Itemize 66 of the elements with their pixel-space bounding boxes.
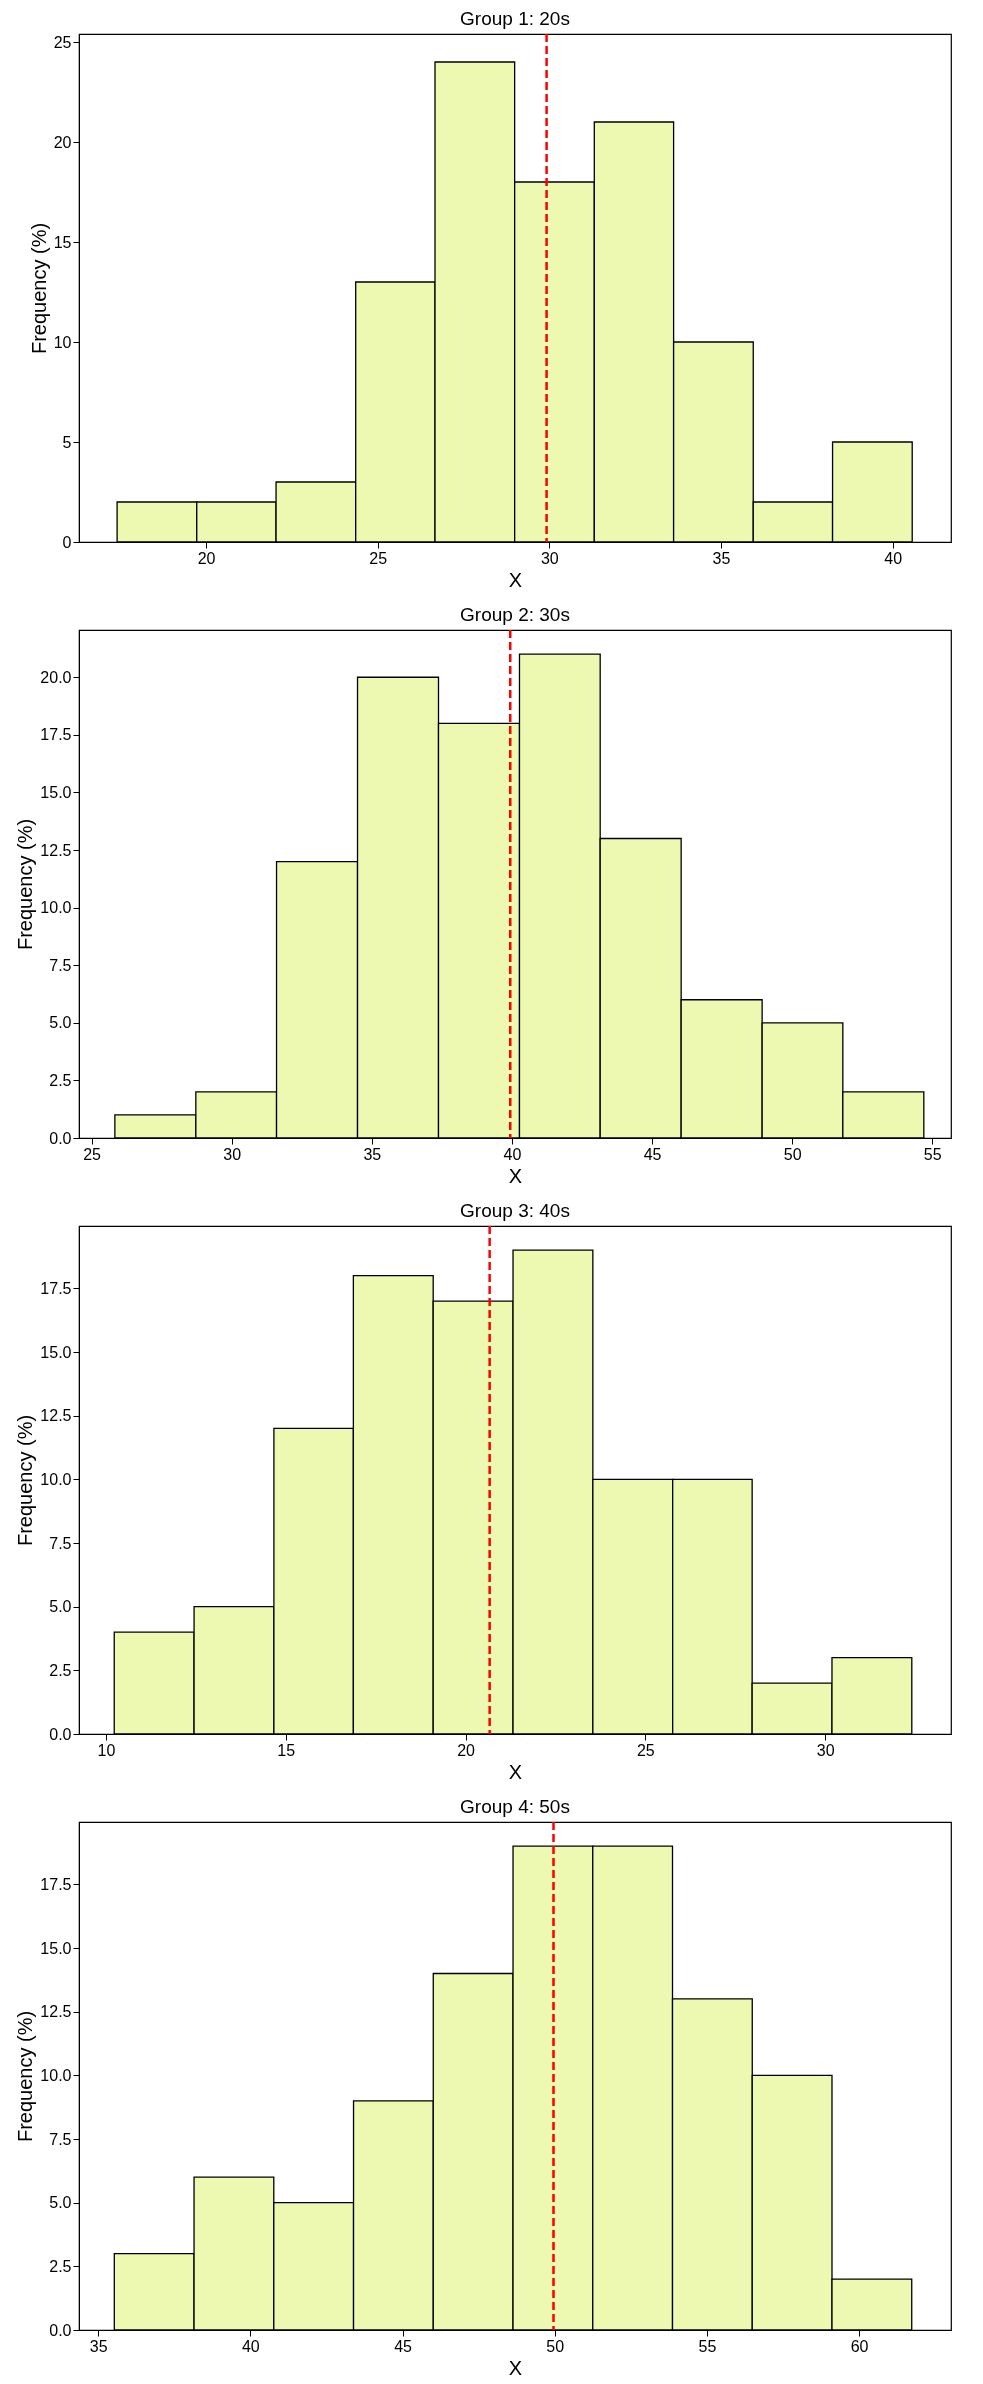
y-tick-label: 5.0 — [49, 1598, 72, 1616]
x-tick-label: 40 — [884, 549, 903, 567]
y-tick-label: 0.0 — [49, 1129, 72, 1147]
y-tick-label: 0 — [62, 533, 72, 551]
y-tick-label: 12.5 — [40, 1407, 72, 1425]
x-tick-label: 40 — [503, 1145, 522, 1163]
y-tick-label: 17.5 — [40, 1875, 72, 1893]
y-tick-label: 12.5 — [40, 841, 72, 859]
chart-title: Group 1: 20s — [460, 7, 570, 29]
y-tick-label: 2.5 — [49, 1071, 72, 1089]
x-tick-label: 25 — [636, 1741, 655, 1759]
x-tick-label: 50 — [546, 2337, 565, 2355]
y-axis-title: Frequency (%) — [14, 2010, 37, 2143]
y-tick-label: 15.0 — [40, 1343, 72, 1361]
y-tick-label: 7.5 — [49, 1534, 72, 1552]
y-tick-label: 15 — [53, 233, 72, 251]
y-tick-label: 5 — [62, 433, 72, 451]
y-tick-label: 0.0 — [49, 1725, 72, 1743]
chart-title: Group 2: 30s — [460, 603, 570, 625]
x-tick-label: 50 — [783, 1145, 802, 1163]
x-axis-title: X — [508, 2356, 523, 2379]
y-tick-label: 10 — [53, 333, 72, 351]
y-tick-label: 10.0 — [40, 899, 72, 917]
x-tick-label: 35 — [363, 1145, 382, 1163]
y-tick-label: 5.0 — [49, 1014, 72, 1032]
x-tick-label: 30 — [223, 1145, 242, 1163]
x-tick-label: 30 — [816, 1741, 835, 1759]
y-tick-label: 17.5 — [40, 726, 72, 744]
y-tick-label: 25 — [53, 33, 72, 51]
y-tick-label: 12.5 — [40, 2003, 72, 2021]
y-tick-label: 15.0 — [40, 783, 72, 801]
x-tick-label: 10 — [97, 1741, 116, 1759]
y-tick-label: 20 — [53, 133, 72, 151]
x-tick-label: 45 — [394, 2337, 413, 2355]
y-tick-label: 2.5 — [49, 1661, 72, 1679]
x-tick-label: 35 — [89, 2337, 108, 2355]
x-tick-label: 60 — [850, 2337, 869, 2355]
y-tick-label: 17.5 — [40, 1279, 72, 1297]
x-tick-label: 55 — [923, 1145, 942, 1163]
y-axis-title: Frequency (%) — [14, 1414, 37, 1547]
x-axis-title: X — [508, 1760, 523, 1783]
chart-title: Group 4: 50s — [460, 1795, 570, 1817]
y-tick-label: 10.0 — [40, 1470, 72, 1488]
x-tick-label: 20 — [197, 549, 216, 567]
x-tick-label: 35 — [712, 549, 731, 567]
x-tick-label: 15 — [277, 1741, 296, 1759]
x-tick-label: 30 — [540, 549, 559, 567]
y-axis-title: Frequency (%) — [27, 222, 50, 355]
x-tick-label: 25 — [83, 1145, 102, 1163]
y-tick-label: 7.5 — [49, 956, 72, 974]
x-tick-label: 25 — [369, 549, 388, 567]
y-tick-label: 5.0 — [49, 2194, 72, 2212]
y-axis-title: Frequency (%) — [14, 818, 37, 951]
x-tick-label: 40 — [241, 2337, 260, 2355]
y-tick-label: 20.0 — [40, 668, 72, 686]
y-tick-label: 2.5 — [49, 2257, 72, 2275]
y-tick-label: 10.0 — [40, 2066, 72, 2084]
chart-title: Group 3: 40s — [460, 1199, 570, 1221]
x-axis-title: X — [508, 568, 523, 591]
x-tick-label: 20 — [457, 1741, 476, 1759]
y-tick-label: 7.5 — [49, 2130, 72, 2148]
y-tick-label: 15.0 — [40, 1939, 72, 1957]
x-tick-label: 55 — [698, 2337, 717, 2355]
y-tick-label: 0.0 — [49, 2321, 72, 2339]
x-tick-label: 45 — [643, 1145, 662, 1163]
x-axis-title: X — [508, 1164, 523, 1187]
